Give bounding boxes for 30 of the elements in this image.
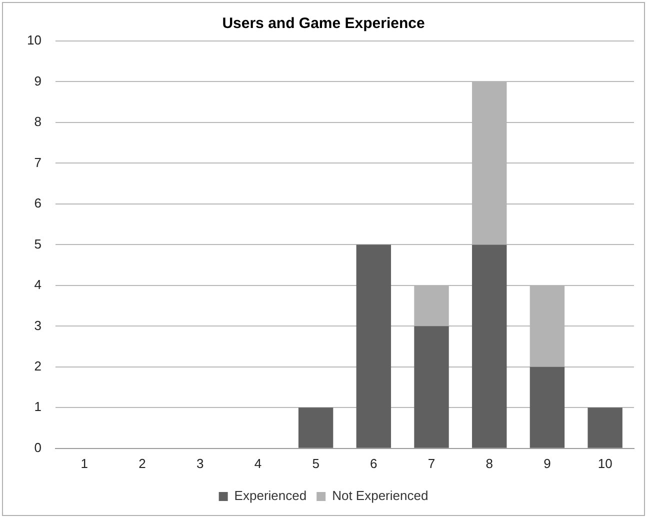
y-tick-label: 8 — [34, 114, 42, 130]
y-tick-label: 10 — [26, 32, 42, 48]
bar — [414, 326, 449, 448]
y-tick-label: 5 — [34, 236, 42, 252]
y-tick-label: 2 — [34, 358, 42, 374]
x-tick-label: 6 — [370, 456, 378, 471]
x-tick-label: 4 — [254, 456, 262, 471]
x-tick-label: 3 — [196, 456, 204, 471]
y-tick-label: 7 — [34, 154, 42, 170]
y-tick-label: 1 — [34, 399, 42, 414]
x-tick-label: 7 — [428, 456, 436, 471]
bar — [356, 244, 392, 448]
bar — [472, 244, 507, 448]
y-tick-label: 9 — [34, 73, 42, 88]
x-tick-label: 10 — [598, 456, 612, 471]
x-tick-label: 2 — [138, 456, 146, 471]
x-tick-label: 8 — [486, 456, 493, 471]
bar — [530, 366, 565, 448]
x-tick-label: 9 — [544, 456, 551, 471]
x-tick-label: 5 — [312, 456, 320, 471]
x-tick-label: 1 — [80, 456, 88, 471]
chart-title: Users and Game Experience — [222, 15, 425, 32]
y-tick-label: 0 — [34, 440, 42, 455]
y-tick-label: 3 — [34, 318, 42, 333]
y-tick-label: 6 — [34, 196, 42, 211]
y-tick-label: 4 — [34, 277, 42, 292]
legend-label: Experienced — [234, 488, 307, 504]
bar — [298, 408, 334, 448]
legend-label: Not Experienced — [332, 488, 428, 504]
bar — [588, 408, 622, 448]
